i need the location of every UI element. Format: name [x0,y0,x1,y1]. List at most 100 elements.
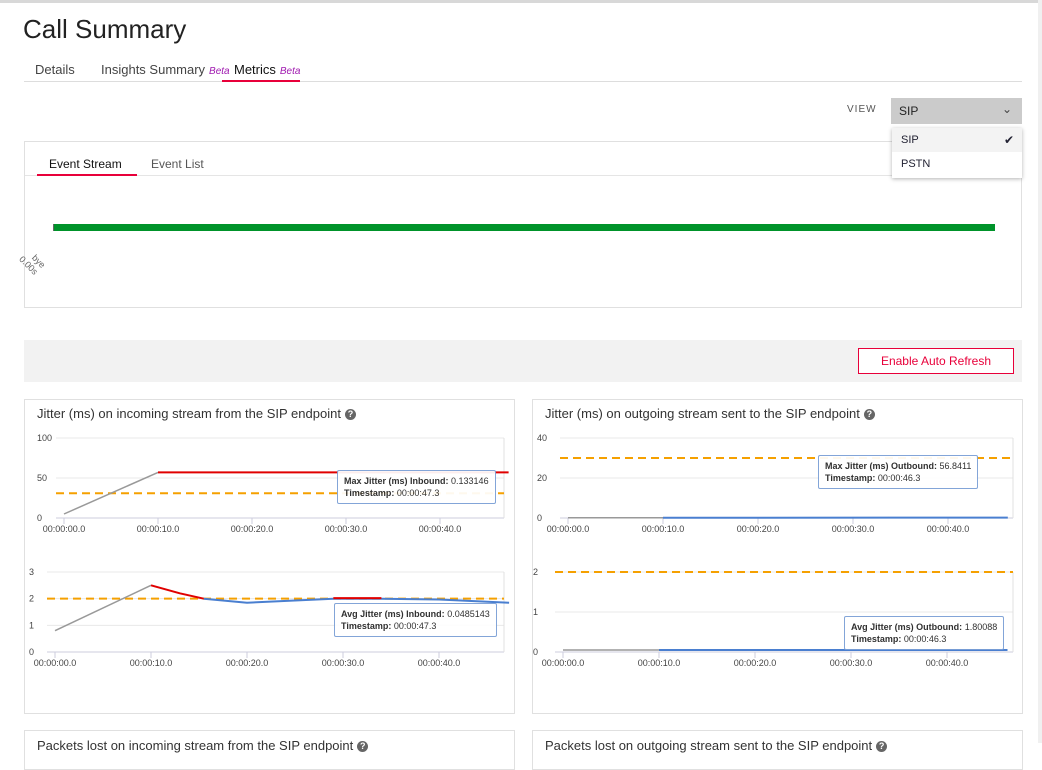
y-tick-label: 3 [29,567,34,577]
tooltip-timestamp-row: Timestamp: 00:00:46.3 [851,633,997,645]
tab-metrics[interactable]: Metrics Beta [222,62,300,82]
tooltip-timestamp-row: Timestamp: 00:00:47.3 [344,487,489,499]
series-line-pre [64,472,158,514]
tooltip-timestamp-row: Timestamp: 00:00:47.3 [341,620,490,632]
tab-event-stream[interactable]: Event Stream [37,157,137,176]
beta-badge: Beta [280,66,301,77]
y-tick-label: 0 [533,647,538,657]
panel-title: Packets lost on outgoing stream sent to … [545,738,887,753]
panel-title: Packets lost on incoming stream from the… [37,738,368,753]
tooltip-value: 1.80088 [965,622,998,632]
x-tick-label: 00:00:40.0 [418,658,461,668]
option-label: SIP [901,134,919,146]
x-tick-label: 00:00:30.0 [832,524,875,534]
option-sip[interactable]: SIP ✔ [892,128,1022,152]
tooltip-value-row: Avg Jitter (ms) Outbound: 1.80088 [851,621,997,633]
tooltip-timestamp-label: Timestamp: [344,488,394,498]
y-tick-label: 40 [537,433,547,443]
tooltip-value-row: Max Jitter (ms) Inbound: 0.133146 [344,475,489,487]
y-tick-label: 0 [37,513,42,523]
series-line-over [151,585,204,598]
x-tick-label: 00:00:00.0 [547,524,590,534]
tooltip-label: Max Jitter (ms) Inbound: [344,476,449,486]
x-tick-label: 00:00:00.0 [542,658,585,668]
page-title: Call Summary [23,14,186,45]
x-tick-label: 00:00:40.0 [926,658,969,668]
tooltip-timestamp-label: Timestamp: [825,473,875,483]
tooltip-timestamp: 00:00:46.3 [904,634,947,644]
x-tick-label: 00:00:30.0 [830,658,873,668]
packets-lost-inbound-panel: Packets lost on incoming stream from the… [24,730,515,770]
tooltip-timestamp-label: Timestamp: [851,634,901,644]
tooltip-timestamp: 00:00:47.3 [397,488,440,498]
y-tick-label: 2 [29,594,34,604]
tab-label: Metrics [234,62,276,77]
tooltip-value: 0.133146 [451,476,489,486]
jitter-chart: 0 20 40 00:00:00.0 00:00:10.0 00:00:20.0 00:00… [533,400,1024,713]
x-tick-label: 00:00:20.0 [231,524,274,534]
enable-auto-refresh-button[interactable]: Enable Auto Refresh [858,348,1014,374]
tab-label: Details [35,62,75,77]
tooltip-timestamp: 00:00:46.3 [878,473,921,483]
tooltip-value-row: Avg Jitter (ms) Inbound: 0.0485143 [341,608,490,620]
jitter-inbound-panel: Jitter (ms) on incoming stream from the … [24,399,515,714]
tab-event-list[interactable]: Event List [151,157,204,176]
x-tick-label: 00:00:00.0 [34,658,77,668]
refresh-toolbar: Enable Auto Refresh [24,340,1022,382]
x-tick-label: 00:00:10.0 [642,524,685,534]
x-tick-label: 00:00:00.0 [43,524,86,534]
x-tick-label: 00:00:20.0 [734,658,777,668]
tooltip-label: Max Jitter (ms) Outbound: [825,461,937,471]
y-tick-label: 2 [533,567,538,577]
top-border [0,0,1042,3]
y-tick-label: 20 [537,473,547,483]
x-tick-label: 00:00:40.0 [419,524,462,534]
scrollbar-track[interactable] [1038,0,1042,743]
jitter-outbound-panel: Jitter (ms) on outgoing stream sent to t… [532,399,1023,714]
view-dropdown: SIP ✔ PSTN [892,128,1022,178]
tooltip-label: Avg Jitter (ms) Inbound: [341,609,445,619]
panel-title-text: Packets lost on outgoing stream sent to … [545,738,872,753]
x-tick-label: 00:00:30.0 [322,658,365,668]
y-tick-label: 0 [29,647,34,657]
x-tick-label: 00:00:10.0 [130,658,173,668]
series-line-pre [55,585,151,630]
checkmark-icon: ✔ [1004,133,1014,147]
x-tick-label: 00:00:20.0 [226,658,269,668]
x-tick-label: 00:00:10.0 [638,658,681,668]
x-tick-label: 00:00:30.0 [325,524,368,534]
tab-details[interactable]: Details [35,62,75,82]
view-label: VIEW [847,104,877,115]
view-select[interactable]: SIP ⌄ [891,98,1022,124]
tooltip-value: 0.0485143 [447,609,490,619]
tooltip-timestamp-label: Timestamp: [341,621,391,631]
tooltip-label: Avg Jitter (ms) Outbound: [851,622,962,632]
y-tick-label: 50 [37,473,47,483]
x-tick-label: 00:00:40.0 [927,524,970,534]
option-label: PSTN [901,158,930,170]
tooltip-value: 56.8411 [940,461,972,471]
y-tick-label: 1 [29,620,34,630]
tooltip-value-row: Max Jitter (ms) Outbound: 56.8411 [825,460,971,472]
event-stream-bar[interactable] [53,224,995,231]
view-selected-value: SIP [899,104,918,118]
jitter-chart: 0 50 100 00:00:00.0 00:00:10.0 00:00:20.0 00:0… [25,400,516,713]
option-pstn[interactable]: PSTN [892,152,1022,176]
x-tick-label: 00:00:10.0 [137,524,180,534]
tooltip-timestamp-row: Timestamp: 00:00:46.3 [825,472,971,484]
packets-lost-outbound-panel: Packets lost on outgoing stream sent to … [532,730,1023,770]
tooltip-timestamp: 00:00:47.3 [394,621,437,631]
event-tabs: Event Stream Event List [25,152,1021,176]
y-tick-label: 100 [37,433,52,443]
x-tick-label: 00:00:20.0 [737,524,780,534]
chevron-down-icon: ⌄ [1002,102,1012,116]
y-tick-label: 1 [533,607,538,617]
